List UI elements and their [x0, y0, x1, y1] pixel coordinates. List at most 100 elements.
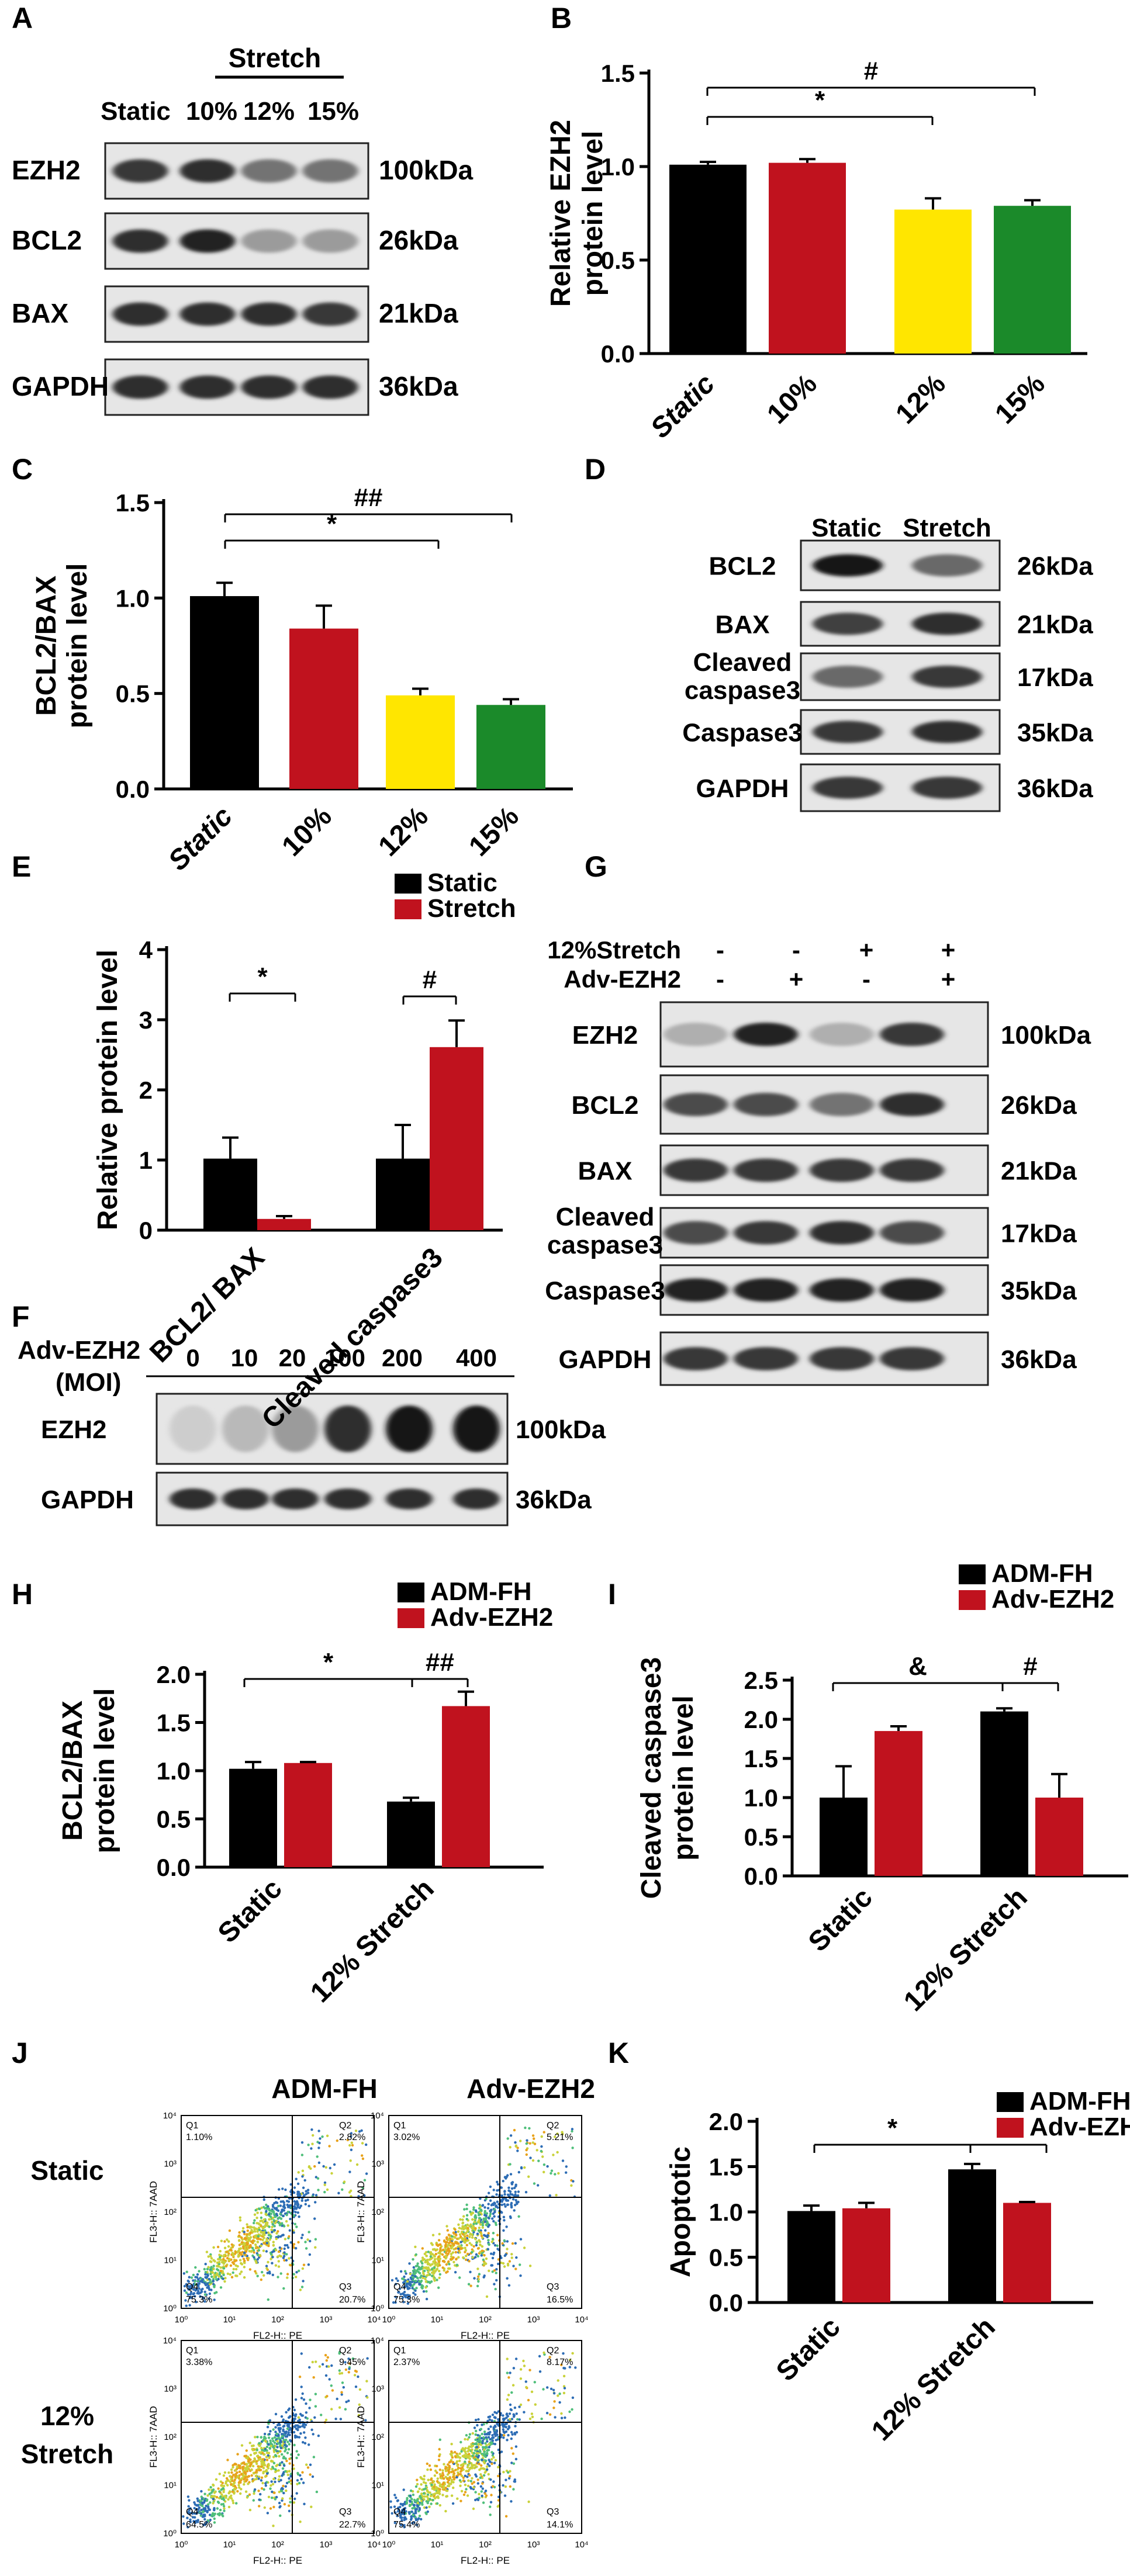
event-dot	[533, 2137, 535, 2140]
event-dot	[286, 2473, 289, 2477]
event-dot	[253, 2458, 257, 2461]
y-tick-label: 1.0	[709, 2198, 743, 2226]
event-dot	[405, 2295, 407, 2299]
event-dot	[447, 2484, 450, 2488]
bar	[820, 1798, 868, 1876]
event-dot	[525, 2385, 528, 2389]
event-dot	[462, 2240, 466, 2243]
event-dot	[439, 2248, 442, 2252]
event-dot	[276, 2255, 279, 2258]
event-dot	[259, 2492, 262, 2496]
event-dot	[471, 2250, 474, 2254]
event-dot	[434, 2469, 437, 2473]
event-dot	[203, 2290, 206, 2293]
event-dot	[281, 2435, 284, 2438]
event-dot	[500, 2194, 503, 2197]
event-dot	[556, 2151, 559, 2154]
event-dot	[360, 2129, 363, 2132]
event-dot	[304, 2423, 307, 2426]
event-dot	[265, 2445, 269, 2449]
y-tick-label: 0.5	[157, 1806, 191, 1833]
event-dot	[479, 2443, 483, 2446]
bar	[769, 162, 846, 354]
event-dot	[492, 2232, 495, 2235]
blot-strip-g-4	[659, 1264, 989, 1316]
event-dot	[416, 2498, 419, 2501]
event-dot	[445, 2477, 449, 2480]
event-dot	[282, 2287, 285, 2290]
event-dot	[514, 2183, 517, 2186]
quadrant-percent: 64.5%	[186, 2520, 212, 2530]
blot-band	[302, 159, 358, 183]
event-dot	[436, 2502, 439, 2505]
event-dot	[244, 2468, 247, 2472]
event-dot	[438, 2468, 441, 2471]
event-dot	[244, 2490, 248, 2493]
event-dot	[212, 2495, 215, 2498]
event-dot	[514, 2425, 517, 2428]
event-dot	[424, 2277, 427, 2281]
event-dot	[473, 2467, 476, 2470]
bar	[257, 1218, 311, 1230]
event-dot	[279, 2446, 282, 2450]
event-dot	[241, 2461, 244, 2464]
event-dot	[289, 2183, 292, 2186]
event-dot	[403, 2502, 406, 2505]
event-dot	[472, 2222, 475, 2225]
event-dot	[428, 2281, 431, 2284]
event-dot	[479, 2485, 483, 2488]
x-decade-label: 10⁴	[575, 2315, 588, 2325]
event-dot	[457, 2456, 459, 2459]
event-dot	[265, 2238, 268, 2241]
event-dot	[417, 2517, 420, 2520]
event-dot	[461, 2218, 464, 2221]
event-dot	[305, 2193, 307, 2196]
event-dot	[204, 2273, 207, 2276]
event-dot	[548, 2356, 551, 2359]
x-axis-label: FL2-H:: PE	[461, 2330, 510, 2341]
event-dot	[224, 2265, 228, 2267]
event-dot	[506, 2240, 509, 2243]
event-dot	[267, 2213, 271, 2216]
event-dot	[397, 2506, 400, 2509]
event-dot	[420, 2483, 423, 2486]
y-decade-label: 10³	[371, 2384, 384, 2394]
event-dot	[277, 2442, 280, 2445]
event-dot	[312, 2193, 315, 2196]
event-dot	[237, 2249, 240, 2252]
event-dot	[278, 2188, 281, 2191]
event-dot	[223, 2471, 227, 2474]
event-dot	[503, 2494, 507, 2497]
significance-label: &	[908, 1652, 927, 1681]
event-dot	[502, 2198, 505, 2201]
event-dot	[312, 2456, 316, 2459]
dot-cloud	[182, 2128, 368, 2307]
event-dot	[512, 2265, 515, 2267]
event-dot	[479, 2223, 482, 2226]
event-dot	[467, 2456, 470, 2459]
protein-label: Caspase3	[545, 1277, 665, 1306]
event-dot	[280, 2415, 284, 2418]
event-dot	[276, 2423, 279, 2426]
event-dot	[426, 2495, 428, 2498]
event-dot	[230, 2243, 233, 2246]
event-dot	[306, 2198, 309, 2201]
event-dot	[489, 2425, 492, 2428]
event-dot	[514, 2267, 517, 2270]
event-dot	[188, 2304, 191, 2307]
event-dot	[412, 2291, 415, 2294]
event-dot	[502, 2414, 504, 2417]
event-dot	[283, 2464, 286, 2467]
event-dot	[535, 2149, 538, 2152]
event-dot	[284, 2470, 287, 2473]
event-dot	[324, 2166, 327, 2169]
event-dot	[294, 2398, 298, 2401]
event-dot	[238, 2486, 241, 2489]
event-dot	[486, 2248, 489, 2250]
event-dot	[418, 2515, 421, 2518]
event-dot	[264, 2484, 267, 2487]
event-dot	[213, 2491, 216, 2494]
event-dot	[271, 2262, 274, 2265]
blot-band	[810, 1023, 874, 1046]
